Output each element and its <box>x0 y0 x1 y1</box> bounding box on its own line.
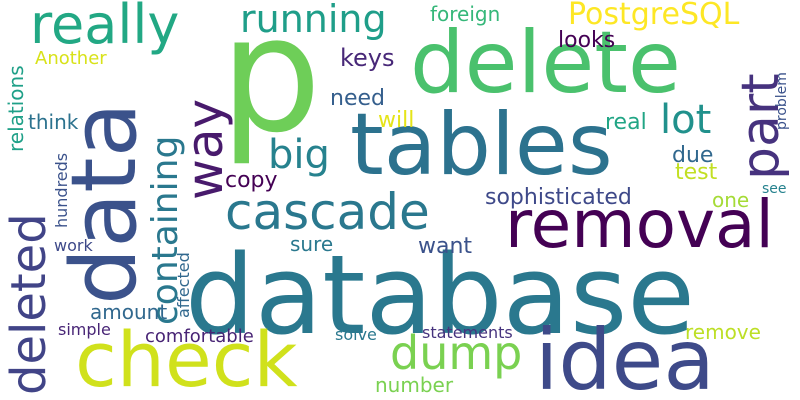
word-problem: problem <box>774 72 790 130</box>
word-dump: dump <box>390 326 523 380</box>
word-comfortable: comfortable <box>145 326 254 347</box>
word-looks: looks <box>558 28 616 53</box>
word-test: test <box>675 160 718 185</box>
word-postgresql: PostgreSQL <box>568 0 740 32</box>
word-cascade: cascade <box>225 183 430 241</box>
word-database: database <box>185 231 695 359</box>
word-foreign: foreign <box>430 2 501 26</box>
word-copy: copy <box>225 168 278 193</box>
word-due: due <box>672 143 714 168</box>
word-hundreds: hundreds <box>52 152 71 228</box>
word-simple: simple <box>58 320 111 339</box>
word-solve: solve <box>335 325 377 344</box>
word-real: real <box>605 110 647 135</box>
word-running: running <box>240 0 387 41</box>
word-need: need <box>330 86 385 111</box>
word-one: one <box>712 188 750 212</box>
word-statements: statements <box>422 323 513 342</box>
word-sure: sure <box>290 232 334 256</box>
word-lot: lot <box>660 97 712 143</box>
word-relations: relations <box>4 65 28 152</box>
word-affected: affected <box>174 252 193 318</box>
word-work: work <box>54 236 93 255</box>
word-deleted: deleted <box>1 213 57 395</box>
word-see: see <box>762 181 787 197</box>
word-want: want <box>418 234 473 259</box>
word-tables: tables <box>350 95 613 195</box>
word-sophisticated: sophisticated <box>485 185 632 210</box>
word-amount: amount <box>90 300 168 324</box>
word-check: check <box>75 315 298 400</box>
word-another: Another <box>35 48 107 69</box>
word-big: big <box>268 132 330 178</box>
word-think: think <box>28 110 79 134</box>
word-keys: keys <box>340 44 395 72</box>
word-delete: delete <box>410 13 681 113</box>
word-remove: remove <box>685 320 761 344</box>
word-removal: removal <box>505 186 774 263</box>
word-p: p <box>220 0 322 168</box>
word-really: really <box>30 0 180 56</box>
word-number: number <box>375 373 454 397</box>
word-idea: idea <box>535 311 715 400</box>
word-way: way <box>176 98 234 200</box>
word-will: will <box>378 108 415 133</box>
